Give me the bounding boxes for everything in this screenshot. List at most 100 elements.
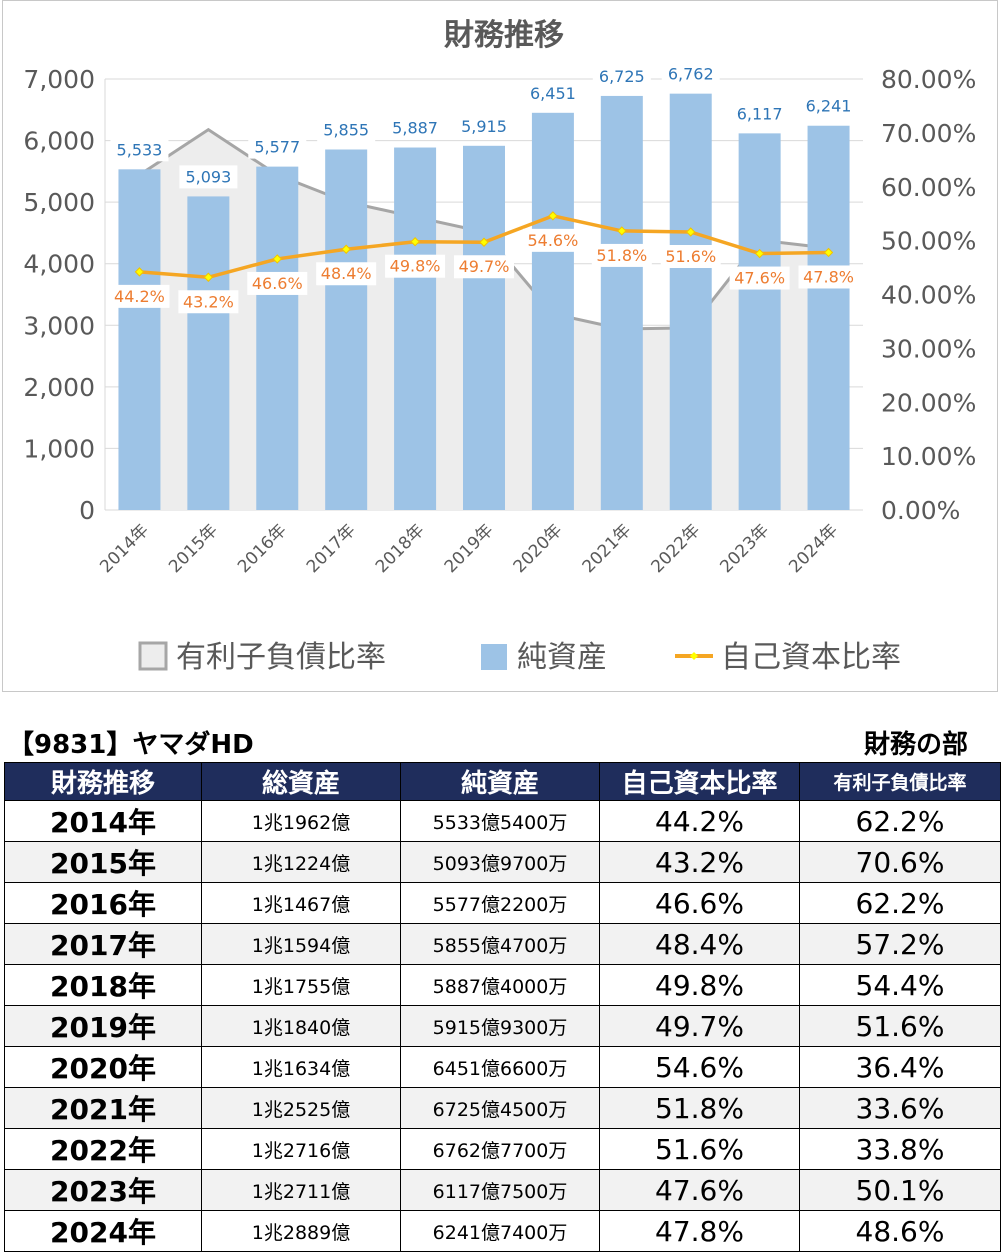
- table-row: 2016年 1兆1467億 5577億2200万 46.6% 62.2%: [4, 882, 1001, 924]
- line-data-label: 54.6%: [527, 231, 578, 250]
- y-right-tick-label: 30.00%: [881, 334, 976, 363]
- line-point-marker: [617, 226, 627, 236]
- cell-equity-ratio: 44.2%: [599, 800, 800, 842]
- x-tick-label: 2019年: [441, 520, 498, 577]
- cell-net-assets: 6117億7500万: [400, 1169, 600, 1211]
- line-point-marker: [479, 237, 489, 247]
- table-row: 2024年 1兆2889億 6241億7400万 47.8% 48.6%: [4, 1210, 1001, 1252]
- bar-data-label: 5,577: [254, 138, 300, 157]
- cell-total-assets: 1兆1755億: [201, 964, 401, 1006]
- cell-equity-ratio: 49.7%: [599, 1005, 800, 1047]
- cell-total-assets: 1兆2889億: [201, 1210, 401, 1252]
- y-right-tick-label: 70.00%: [881, 119, 976, 148]
- cell-total-assets: 1兆1594億: [201, 923, 401, 965]
- bar-net-assets: [600, 95, 643, 511]
- line-data-label: 47.8%: [803, 267, 854, 286]
- legend-swatch-debt-ratio: [138, 641, 168, 671]
- bar-net-assets: [394, 147, 437, 511]
- bar-label-bg: [317, 118, 376, 142]
- cell-debt-ratio: 57.2%: [799, 923, 1001, 965]
- bar-net-assets: [738, 133, 781, 511]
- x-tick-label: 2024年: [785, 520, 842, 577]
- cell-debt-ratio: 54.4%: [799, 964, 1001, 1006]
- y-left-tick-label: 6,000: [23, 127, 95, 156]
- line-label-bg: [729, 266, 790, 290]
- line-label-bg: [109, 284, 170, 308]
- cell-net-assets: 5577億2200万: [400, 882, 600, 924]
- cell-year: 2018年: [4, 964, 202, 1006]
- bar-label-bg: [179, 165, 238, 189]
- cell-equity-ratio: 54.6%: [599, 1046, 800, 1088]
- bar-net-assets: [256, 166, 299, 510]
- bar-data-label: 5,887: [392, 119, 438, 138]
- bar-data-label: 6,725: [599, 67, 645, 86]
- cell-year: 2015年: [4, 841, 202, 883]
- y-right-tick-label: 50.00%: [881, 227, 976, 256]
- line-label-bg: [316, 262, 377, 286]
- line-point-marker: [823, 247, 834, 258]
- cell-total-assets: 1兆1467億: [201, 882, 401, 924]
- cell-equity-ratio: 48.4%: [599, 923, 800, 965]
- legend-label-net-assets: 純資産: [517, 640, 607, 675]
- bar-data-label: 6,241: [806, 97, 852, 116]
- header-total-assets: 総資産: [201, 762, 401, 801]
- bar-data-label: 6,117: [737, 104, 783, 123]
- bar-data-label: 6,451: [530, 84, 576, 103]
- bar-net-assets: [325, 149, 368, 511]
- table-row: 2015年 1兆1224億 5093億9700万 43.2% 70.6%: [4, 841, 1001, 883]
- line-label-bg: [591, 243, 652, 267]
- cell-equity-ratio: 47.8%: [599, 1210, 800, 1252]
- chart-svg: 財務推移 0 1,000 2,000 3,000 4,000 5,000 6,000 7,000…: [23, 18, 976, 675]
- y-left-tick-label: 7,000: [23, 65, 95, 94]
- line-data-label: 46.6%: [252, 274, 303, 293]
- cell-total-assets: 1兆2711億: [201, 1169, 401, 1211]
- table-row: 2019年 1兆1840億 5915億9300万 49.7% 51.6%: [4, 1005, 1001, 1047]
- legend-label-equity-ratio: 自己資本比率: [721, 640, 901, 675]
- bar-label-bg: [523, 81, 582, 105]
- bar-data-label: 5,915: [461, 117, 507, 136]
- cell-year: 2022年: [4, 1128, 202, 1170]
- x-tick-label: 2021年: [579, 520, 636, 577]
- y-left-tick-label: 3,000: [23, 311, 95, 340]
- table-row: 2022年 1兆2716億 6762億7700万 51.6% 33.8%: [4, 1128, 1001, 1170]
- cell-year: 2024年: [4, 1210, 202, 1252]
- bar-data-label: 5,533: [117, 140, 163, 159]
- table-row: 2014年 1兆1962億 5533億5400万 44.2% 62.2%: [4, 800, 1001, 842]
- cell-net-assets: 5533億5400万: [400, 800, 600, 842]
- y-left-tick-label: 4,000: [23, 250, 95, 279]
- bar-net-assets: [669, 93, 712, 511]
- cell-total-assets: 1兆1840億: [201, 1005, 401, 1047]
- y-right-tick-label: 80.00%: [881, 65, 976, 94]
- line-label-bg: [178, 290, 239, 314]
- cell-net-assets: 5093億9700万: [400, 841, 600, 883]
- cell-equity-ratio: 46.6%: [599, 882, 800, 924]
- cell-net-assets: 5855億4700万: [400, 923, 600, 965]
- cell-net-assets: 5887億4000万: [400, 964, 600, 1006]
- line-label-bg: [247, 271, 308, 295]
- legend-swatch-net-assets: [481, 644, 507, 670]
- financial-table: 財務推移 総資産 純資産 自己資本比率 有利子負債比率 2014年 1兆1962億…: [4, 762, 1001, 1252]
- table-row: 2023年 1兆2711億 6117億7500万 47.6% 50.1%: [4, 1169, 1001, 1211]
- bar-data-label: 6,762: [668, 65, 714, 84]
- y-right-tick-label: 10.00%: [881, 442, 976, 471]
- line-point-marker: [272, 254, 282, 264]
- table-body: 2014年 1兆1962億 5533億5400万 44.2% 62.2% 2015年 1兆1…: [4, 800, 1001, 1252]
- cell-net-assets: 5915億9300万: [400, 1005, 600, 1047]
- header-debt-ratio: 有利子負債比率: [799, 762, 1001, 801]
- bar-net-assets: [187, 196, 230, 510]
- cell-total-assets: 1兆2525億: [201, 1087, 401, 1129]
- line-point-marker: [341, 244, 351, 254]
- line-label-bg: [798, 265, 859, 289]
- bar-net-assets: [463, 145, 505, 510]
- bar-label-bg: [799, 94, 858, 118]
- x-tick-label: 2016年: [234, 520, 291, 577]
- cell-debt-ratio: 48.6%: [799, 1210, 1001, 1252]
- cell-total-assets: 1兆1962億: [201, 800, 401, 842]
- bar-label-bg: [386, 116, 445, 140]
- y-left-tick-label: 1,000: [23, 434, 95, 463]
- cell-equity-ratio: 51.8%: [599, 1087, 800, 1129]
- line-point-marker: [203, 272, 214, 282]
- cell-total-assets: 1兆1634億: [201, 1046, 401, 1088]
- line-label-bg: [660, 245, 721, 269]
- x-tick-label: 2014年: [96, 520, 153, 577]
